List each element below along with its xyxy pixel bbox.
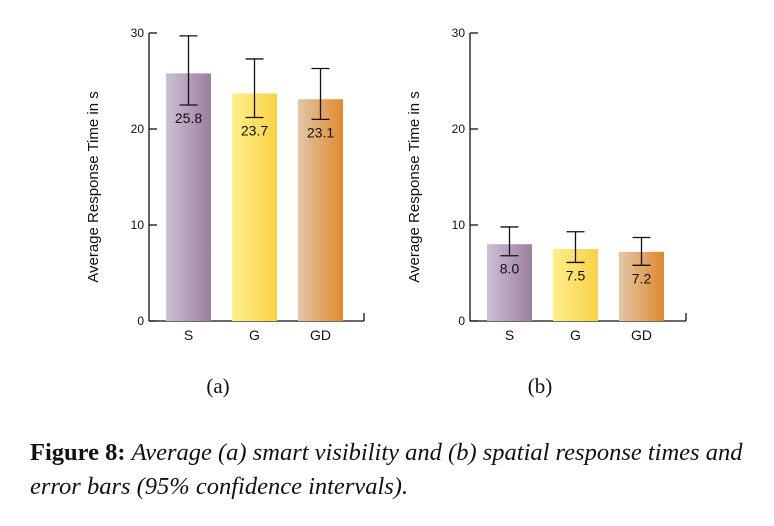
chart-panel-b: 0 10 20 30 Average Response Time in s 8.0 S 7.5…	[406, 26, 687, 398]
x-tick-label: G	[249, 327, 260, 343]
data-label: 7.2	[632, 270, 652, 286]
chart-panel-a: 0 10 20 30 Average Response Time in s 25.8 S 23…	[85, 26, 365, 398]
y-tick-label: 30	[452, 26, 466, 40]
x-tick-label: S	[505, 327, 514, 343]
bar-gd	[298, 99, 343, 322]
x-tick-label: G	[570, 327, 581, 343]
y-tick-label: 30	[131, 26, 145, 40]
y-tick-label: 10	[131, 218, 145, 232]
x-tick-label: GD	[310, 327, 331, 343]
y-tick-label: 20	[452, 122, 466, 136]
caption-label: Figure 8:	[30, 439, 126, 466]
y-tick-label: 20	[131, 122, 145, 136]
y-axis-title: Average Response Time in s	[85, 91, 102, 283]
panel-label: (a)	[206, 374, 229, 398]
bar-g	[232, 93, 277, 321]
panel-label: (b)	[528, 374, 553, 398]
y-axis-title: Average Response Time in s	[406, 91, 423, 283]
y-tick-label: 10	[452, 218, 466, 232]
figure-caption: Figure 8: Average (a) smart visibility a…	[30, 436, 750, 504]
caption-text: Average (a) smart visibility and (b) spa…	[30, 439, 743, 500]
data-label: 23.7	[241, 122, 268, 138]
data-label: 25.8	[175, 110, 202, 126]
y-tick-label: 0	[137, 314, 144, 328]
x-tick-label: GD	[631, 327, 652, 343]
data-label: 8.0	[500, 261, 520, 277]
data-label: 23.1	[307, 124, 334, 140]
bar-s	[487, 244, 532, 321]
y-tick-label: 0	[458, 314, 465, 328]
bar-s	[166, 73, 211, 321]
data-label: 7.5	[566, 267, 586, 283]
x-tick-label: S	[184, 327, 193, 343]
